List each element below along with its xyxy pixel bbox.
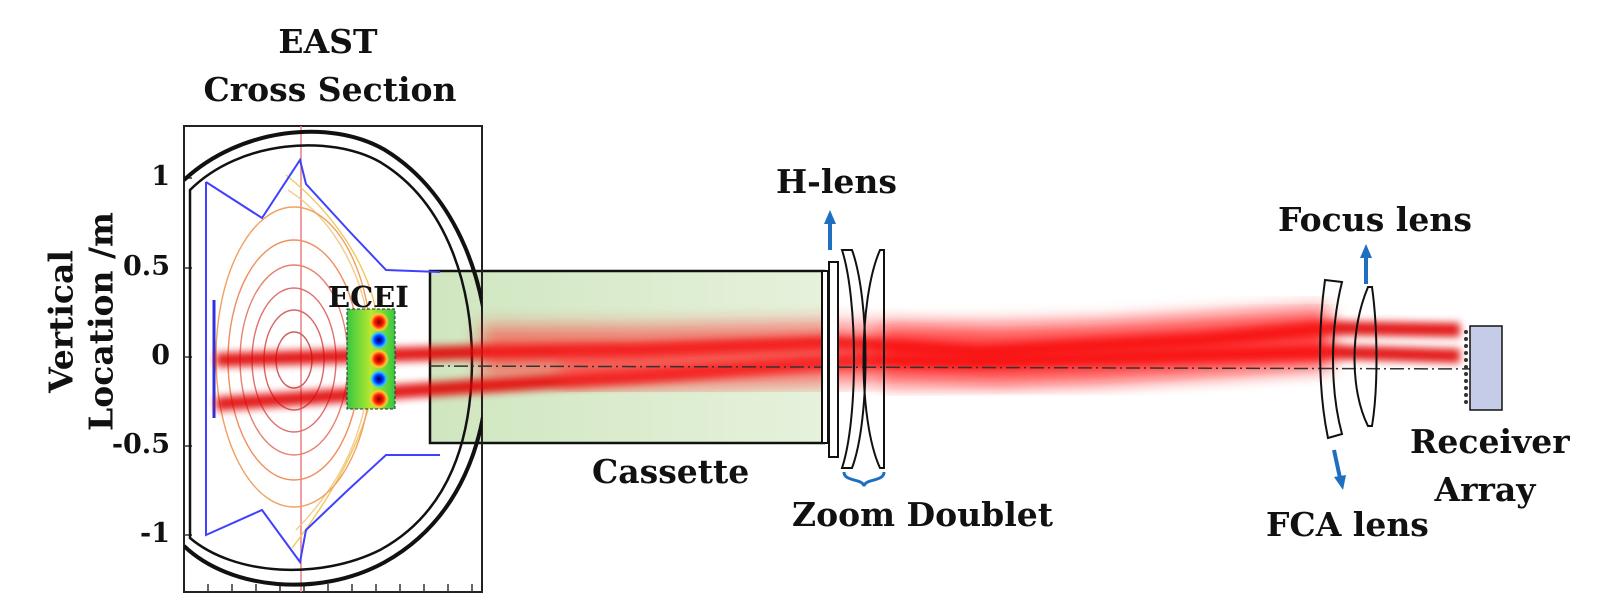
zoom-doublet xyxy=(840,249,886,469)
title-line1: EAST xyxy=(278,22,378,61)
fca-lens xyxy=(1319,278,1344,440)
optical-axis xyxy=(429,365,1491,370)
y-tick-0: 0 xyxy=(151,340,170,371)
vacuum-vessel-inner xyxy=(188,144,474,572)
cassette-label: Cassette xyxy=(592,452,750,491)
y-tick-neg0.5: -0.5 xyxy=(111,429,170,460)
y-tick-0.5: 0.5 xyxy=(123,251,170,282)
h-lens-label: H-lens xyxy=(776,162,897,201)
y-axis-label-line2: Location /m xyxy=(81,212,121,431)
y-tick-1: 1 xyxy=(151,161,170,192)
ecei-image xyxy=(346,308,396,410)
zoom-doublet-label: Zoom Doublet xyxy=(792,495,1053,534)
first-wall xyxy=(205,157,441,565)
ecei-label: ECEI xyxy=(328,280,409,314)
vacuum-vessel-outer xyxy=(184,129,482,587)
receiver-array xyxy=(1464,325,1503,411)
receiver-label-line1: Receiver xyxy=(1410,422,1570,461)
y-tick-neg1: -1 xyxy=(140,518,170,549)
receiver-label-line2: Array xyxy=(1434,470,1536,509)
y-axis-label: Vertical Location /m xyxy=(6,206,121,436)
zoom-doublet-brace xyxy=(842,471,886,487)
title-line2: Cross Section xyxy=(203,70,457,109)
frame-ticks xyxy=(184,177,473,592)
fca-lens-arrow xyxy=(1332,449,1342,479)
y-axis-label-line1: Vertical xyxy=(41,250,81,393)
focus-lens-label: Focus lens xyxy=(1278,200,1472,239)
pointer-arrows xyxy=(824,210,1372,490)
fca-lens-label: FCA lens xyxy=(1266,505,1429,544)
focus-lens xyxy=(1353,286,1378,427)
h-lens xyxy=(821,261,839,458)
